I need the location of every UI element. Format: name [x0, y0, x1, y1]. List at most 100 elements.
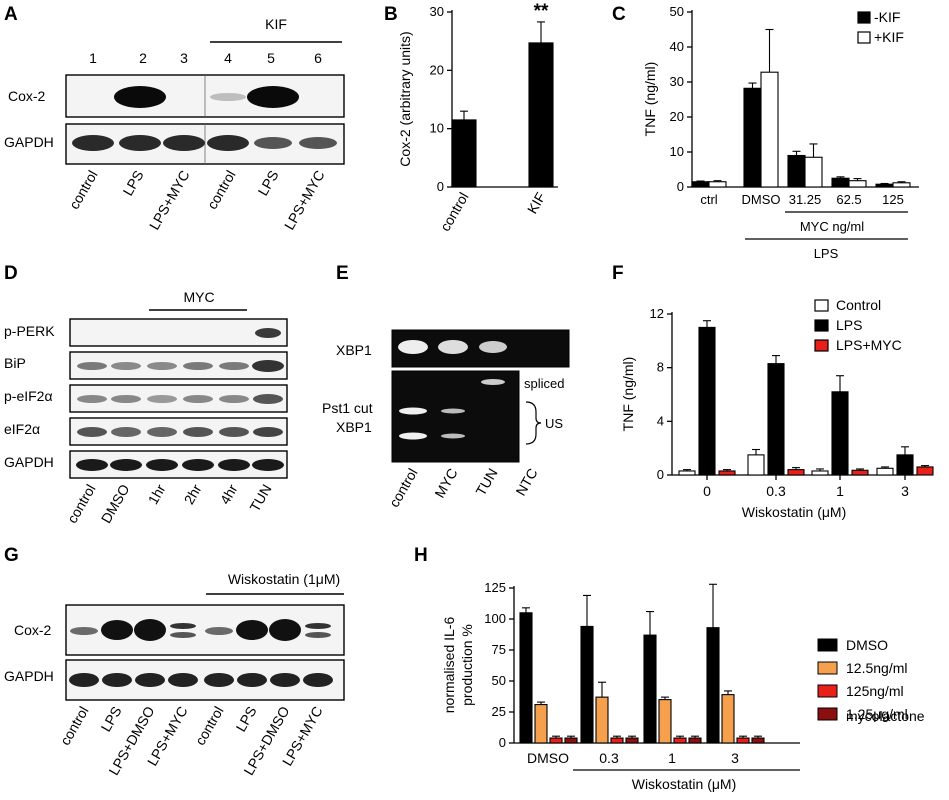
panel-e-letter: E: [336, 263, 349, 284]
band: [269, 619, 301, 641]
panel-g-xlabels: control LPS LPS+DMSO LPS+MYC control LPS…: [57, 703, 326, 777]
panel-e-row-label: XBP1: [336, 419, 372, 435]
band: [481, 379, 505, 385]
panel-d-row-label: p-eIF2α: [4, 388, 53, 404]
x-tick-label: 0.3: [766, 483, 786, 499]
x-tick-label: 1: [836, 483, 844, 499]
panel-a-xlabel: LPS: [255, 168, 282, 199]
legend-label: DMSO: [846, 637, 888, 653]
panel-a-letter: A: [4, 4, 18, 25]
band: [77, 427, 107, 437]
band: [219, 362, 249, 370]
y-axis-label: Cox-2 (arbitrary units): [397, 31, 413, 166]
panel-h-chart: 0 25 50 75 100 125 normalised IL-6 production %…: [441, 580, 908, 792]
x-tick-label: 3: [901, 483, 909, 499]
x-tick-label: DMSO: [527, 750, 569, 766]
band: [210, 93, 246, 101]
panel-g-letter: G: [4, 545, 19, 566]
bar: [875, 183, 894, 188]
band: [253, 394, 283, 404]
band: [147, 395, 177, 403]
panel-f-letter: F: [612, 263, 624, 284]
legend-label: 1.25μg/ml: [846, 706, 908, 722]
band: [183, 362, 213, 370]
bar: [519, 612, 533, 744]
band: [77, 395, 107, 403]
band: [69, 673, 99, 687]
band: [163, 135, 205, 151]
band: [219, 395, 249, 403]
bar: [643, 634, 657, 744]
panel-e-xlabel: control: [386, 466, 421, 510]
panel-d-bands: [76, 328, 284, 471]
bar: [451, 119, 477, 188]
panel-d-row-labels: p-PERK BiP p-eIF2α eIF2α GAPDH: [4, 323, 55, 470]
panel-e-brace-icon: [525, 401, 542, 445]
y-tick-label: 12: [650, 306, 664, 321]
band: [70, 627, 98, 635]
panel-d-blot: [69, 318, 288, 347]
panel-g-xlabel: control: [57, 704, 92, 748]
band: [398, 340, 428, 354]
band: [134, 619, 166, 641]
panel-a-xlabel: control: [204, 168, 239, 212]
bar: [916, 466, 934, 476]
panel-e-xlabel: MYC: [431, 466, 460, 501]
band: [170, 632, 196, 638]
x-tick-label: control: [437, 190, 472, 234]
band: [101, 620, 133, 640]
y-tick-label: 50: [492, 673, 506, 688]
panel-d-row-label: p-PERK: [4, 323, 55, 339]
bar: [736, 737, 750, 744]
legend-swatch: [817, 707, 838, 721]
band: [147, 362, 177, 370]
panel-c-chart: 0 10 20 30 40 50 TNF (ng/ml) ctrl DMSO 31.25 62.5 1…: [642, 4, 919, 207]
y-tick-label: 30: [430, 4, 444, 19]
panel-d-xlabel: control: [64, 482, 99, 526]
bar: [851, 469, 869, 476]
bar: [892, 182, 911, 188]
panel-a-xlabel: control: [66, 168, 101, 212]
panel-d-xlabel: 2hr: [181, 481, 205, 507]
panel-a-xlabel: LPS+MYC: [281, 168, 328, 233]
band: [438, 340, 468, 354]
legend-label: LPS: [836, 317, 862, 333]
y-tick-label: 25: [492, 704, 506, 719]
panel-a-xlabel: LPS: [120, 168, 147, 199]
panel-a-row-label: Cox-2: [8, 88, 46, 104]
legend-swatch: [814, 339, 829, 352]
band: [119, 135, 161, 151]
panel-d-row-label: eIF2α: [4, 421, 40, 437]
legend-swatch: [817, 638, 838, 652]
legend-swatch: [814, 319, 829, 332]
panel-a-xlabels: control LPS LPS+MYC control LPS LPS+MYC: [66, 168, 328, 233]
legend-label: 125ng/ml: [846, 683, 904, 699]
bar: [743, 87, 762, 188]
significance-marker: **: [534, 1, 549, 22]
bar: [804, 156, 823, 188]
band: [111, 395, 141, 403]
legend-label: Control: [836, 297, 881, 313]
x-tick-label: 1: [668, 750, 676, 766]
panel-a-lane-number: 5: [267, 50, 275, 66]
bar: [625, 737, 639, 744]
y-tick-label: 40: [670, 39, 684, 54]
panel-g-xlabel: control: [192, 704, 227, 748]
band: [441, 433, 465, 439]
band: [147, 427, 177, 437]
bar: [595, 696, 609, 744]
panel-f-chart: 0 4 8 12 TNF (ng/ml) 0 0.3 1 3 Wiskostatin (μM) Co…: [620, 297, 934, 520]
band: [170, 623, 196, 629]
bar: [688, 737, 702, 744]
panel-a-lane-numbers: 1 2 3 4 5 6: [89, 50, 322, 66]
y-tick-label: 10: [430, 121, 444, 136]
panel-d-xlabel: 4hr: [217, 481, 241, 507]
bar: [691, 181, 710, 188]
legend-swatch: [857, 11, 871, 24]
y-tick-label: 30: [670, 74, 684, 89]
band: [219, 427, 249, 437]
x-tick-label: DMSO: [742, 192, 781, 207]
panel-a-bands: [72, 86, 337, 151]
x-tick-label: ctrl: [700, 192, 717, 207]
x-axis-label: Wiskostatin (μM): [742, 504, 847, 520]
